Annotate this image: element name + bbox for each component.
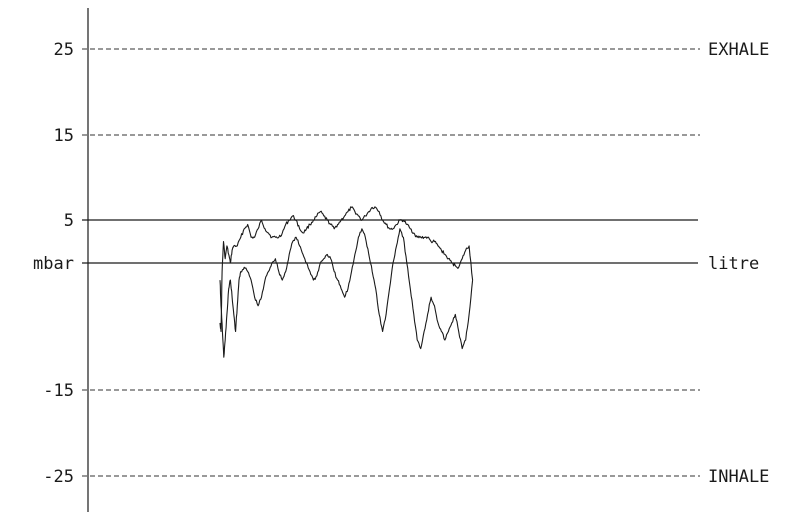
y-tick-label-5: 5 — [64, 211, 74, 231]
y-tick-label-minus-25: -25 — [43, 467, 74, 487]
exhale-label: EXHALE — [708, 40, 769, 60]
y-tick-label-minus-15: -15 — [43, 381, 74, 401]
y-axis-unit-label: mbar — [33, 254, 74, 274]
y-tick-label-15: 15 — [54, 126, 74, 146]
series-line-2 — [219, 228, 474, 358]
series-line-1 — [219, 206, 474, 333]
inhale-label: INHALE — [708, 467, 769, 487]
y-tick-label-25: 25 — [54, 40, 74, 60]
series-layer — [219, 206, 474, 358]
secondary-unit-label: litre — [708, 254, 759, 274]
